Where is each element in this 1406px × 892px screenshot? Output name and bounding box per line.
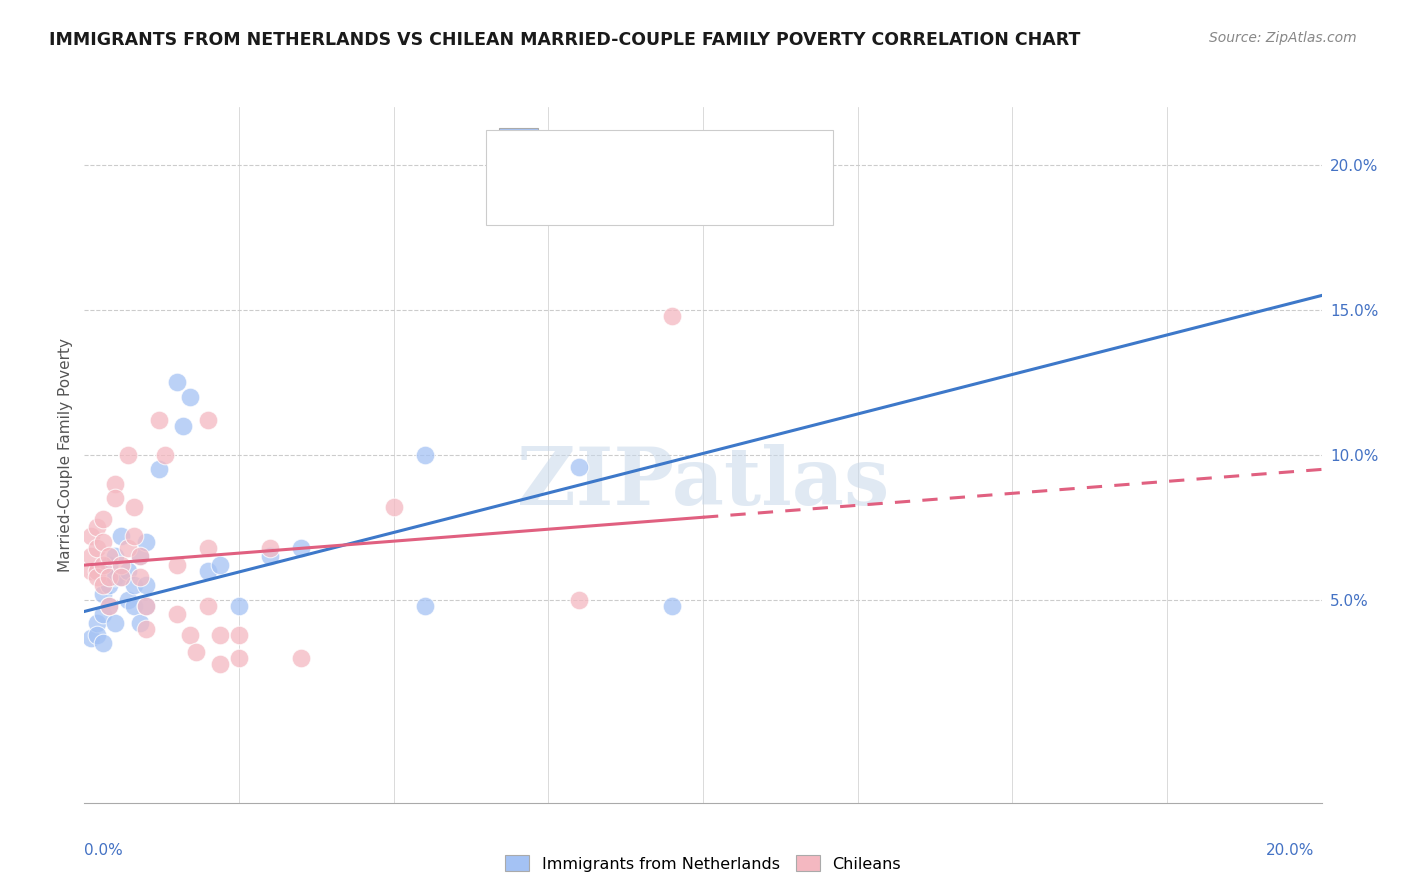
- Point: [135, 599, 157, 613]
- Point: [228, 599, 250, 613]
- Text: ZIPatlas: ZIPatlas: [517, 443, 889, 522]
- Point: [91, 587, 114, 601]
- Point: [290, 651, 312, 665]
- Point: [110, 529, 132, 543]
- Point: [91, 511, 114, 525]
- Point: [117, 448, 139, 462]
- Point: [91, 558, 114, 573]
- Point: [209, 558, 232, 573]
- Point: [184, 645, 207, 659]
- Point: [661, 599, 683, 613]
- Point: [86, 541, 108, 555]
- Point: [197, 541, 219, 555]
- Point: [122, 500, 145, 514]
- Point: [79, 631, 101, 645]
- Point: [148, 462, 170, 476]
- Point: [98, 578, 121, 592]
- Point: [129, 570, 152, 584]
- Point: [661, 309, 683, 323]
- Point: [166, 607, 188, 622]
- Point: [197, 599, 219, 613]
- Point: [110, 570, 132, 584]
- Point: [568, 592, 591, 607]
- Point: [104, 570, 127, 584]
- Point: [382, 500, 405, 514]
- Point: [117, 592, 139, 607]
- Point: [122, 529, 145, 543]
- Point: [91, 607, 114, 622]
- Point: [104, 549, 127, 564]
- Point: [166, 558, 188, 573]
- Point: [197, 413, 219, 427]
- Point: [117, 564, 139, 578]
- Point: [135, 599, 157, 613]
- Point: [197, 564, 219, 578]
- FancyBboxPatch shape: [499, 175, 538, 209]
- Text: 20.0%: 20.0%: [1267, 843, 1315, 858]
- Point: [104, 615, 127, 630]
- Point: [104, 476, 127, 491]
- Legend: Immigrants from Netherlands, Chileans: Immigrants from Netherlands, Chileans: [496, 847, 910, 880]
- Point: [209, 628, 232, 642]
- Point: [117, 541, 139, 555]
- Text: Source: ZipAtlas.com: Source: ZipAtlas.com: [1209, 31, 1357, 45]
- Point: [153, 448, 176, 462]
- Point: [129, 549, 152, 564]
- Point: [209, 657, 232, 671]
- Point: [259, 541, 281, 555]
- Text: IMMIGRANTS FROM NETHERLANDS VS CHILEAN MARRIED-COUPLE FAMILY POVERTY CORRELATION: IMMIGRANTS FROM NETHERLANDS VS CHILEAN M…: [49, 31, 1081, 49]
- Text: R = 0.261   N = 44: R = 0.261 N = 44: [548, 182, 733, 200]
- Point: [148, 413, 170, 427]
- Point: [104, 491, 127, 506]
- Point: [86, 564, 108, 578]
- Point: [135, 534, 157, 549]
- Point: [79, 529, 101, 543]
- Point: [86, 628, 108, 642]
- Point: [91, 534, 114, 549]
- Point: [98, 558, 121, 573]
- Point: [91, 578, 114, 592]
- Point: [135, 622, 157, 636]
- Point: [413, 599, 436, 613]
- Point: [91, 636, 114, 650]
- Point: [86, 520, 108, 534]
- Point: [290, 541, 312, 555]
- Point: [129, 549, 152, 564]
- Point: [79, 564, 101, 578]
- FancyBboxPatch shape: [499, 128, 538, 161]
- Point: [98, 570, 121, 584]
- Text: 0.0%: 0.0%: [84, 843, 124, 858]
- Point: [110, 570, 132, 584]
- Point: [228, 651, 250, 665]
- Point: [172, 419, 194, 434]
- Point: [98, 599, 121, 613]
- Point: [179, 390, 201, 404]
- Point: [413, 448, 436, 462]
- Point: [129, 615, 152, 630]
- Point: [259, 549, 281, 564]
- Point: [568, 459, 591, 474]
- Point: [86, 615, 108, 630]
- Point: [98, 599, 121, 613]
- Point: [98, 549, 121, 564]
- Point: [122, 578, 145, 592]
- Point: [110, 558, 132, 573]
- FancyBboxPatch shape: [486, 130, 832, 225]
- Text: R = 0.461   N = 36: R = 0.461 N = 36: [548, 134, 733, 153]
- Point: [122, 599, 145, 613]
- Y-axis label: Married-Couple Family Poverty: Married-Couple Family Poverty: [58, 338, 73, 572]
- Point: [179, 628, 201, 642]
- Point: [86, 570, 108, 584]
- Point: [228, 628, 250, 642]
- Point: [135, 578, 157, 592]
- Point: [79, 549, 101, 564]
- Point: [166, 376, 188, 390]
